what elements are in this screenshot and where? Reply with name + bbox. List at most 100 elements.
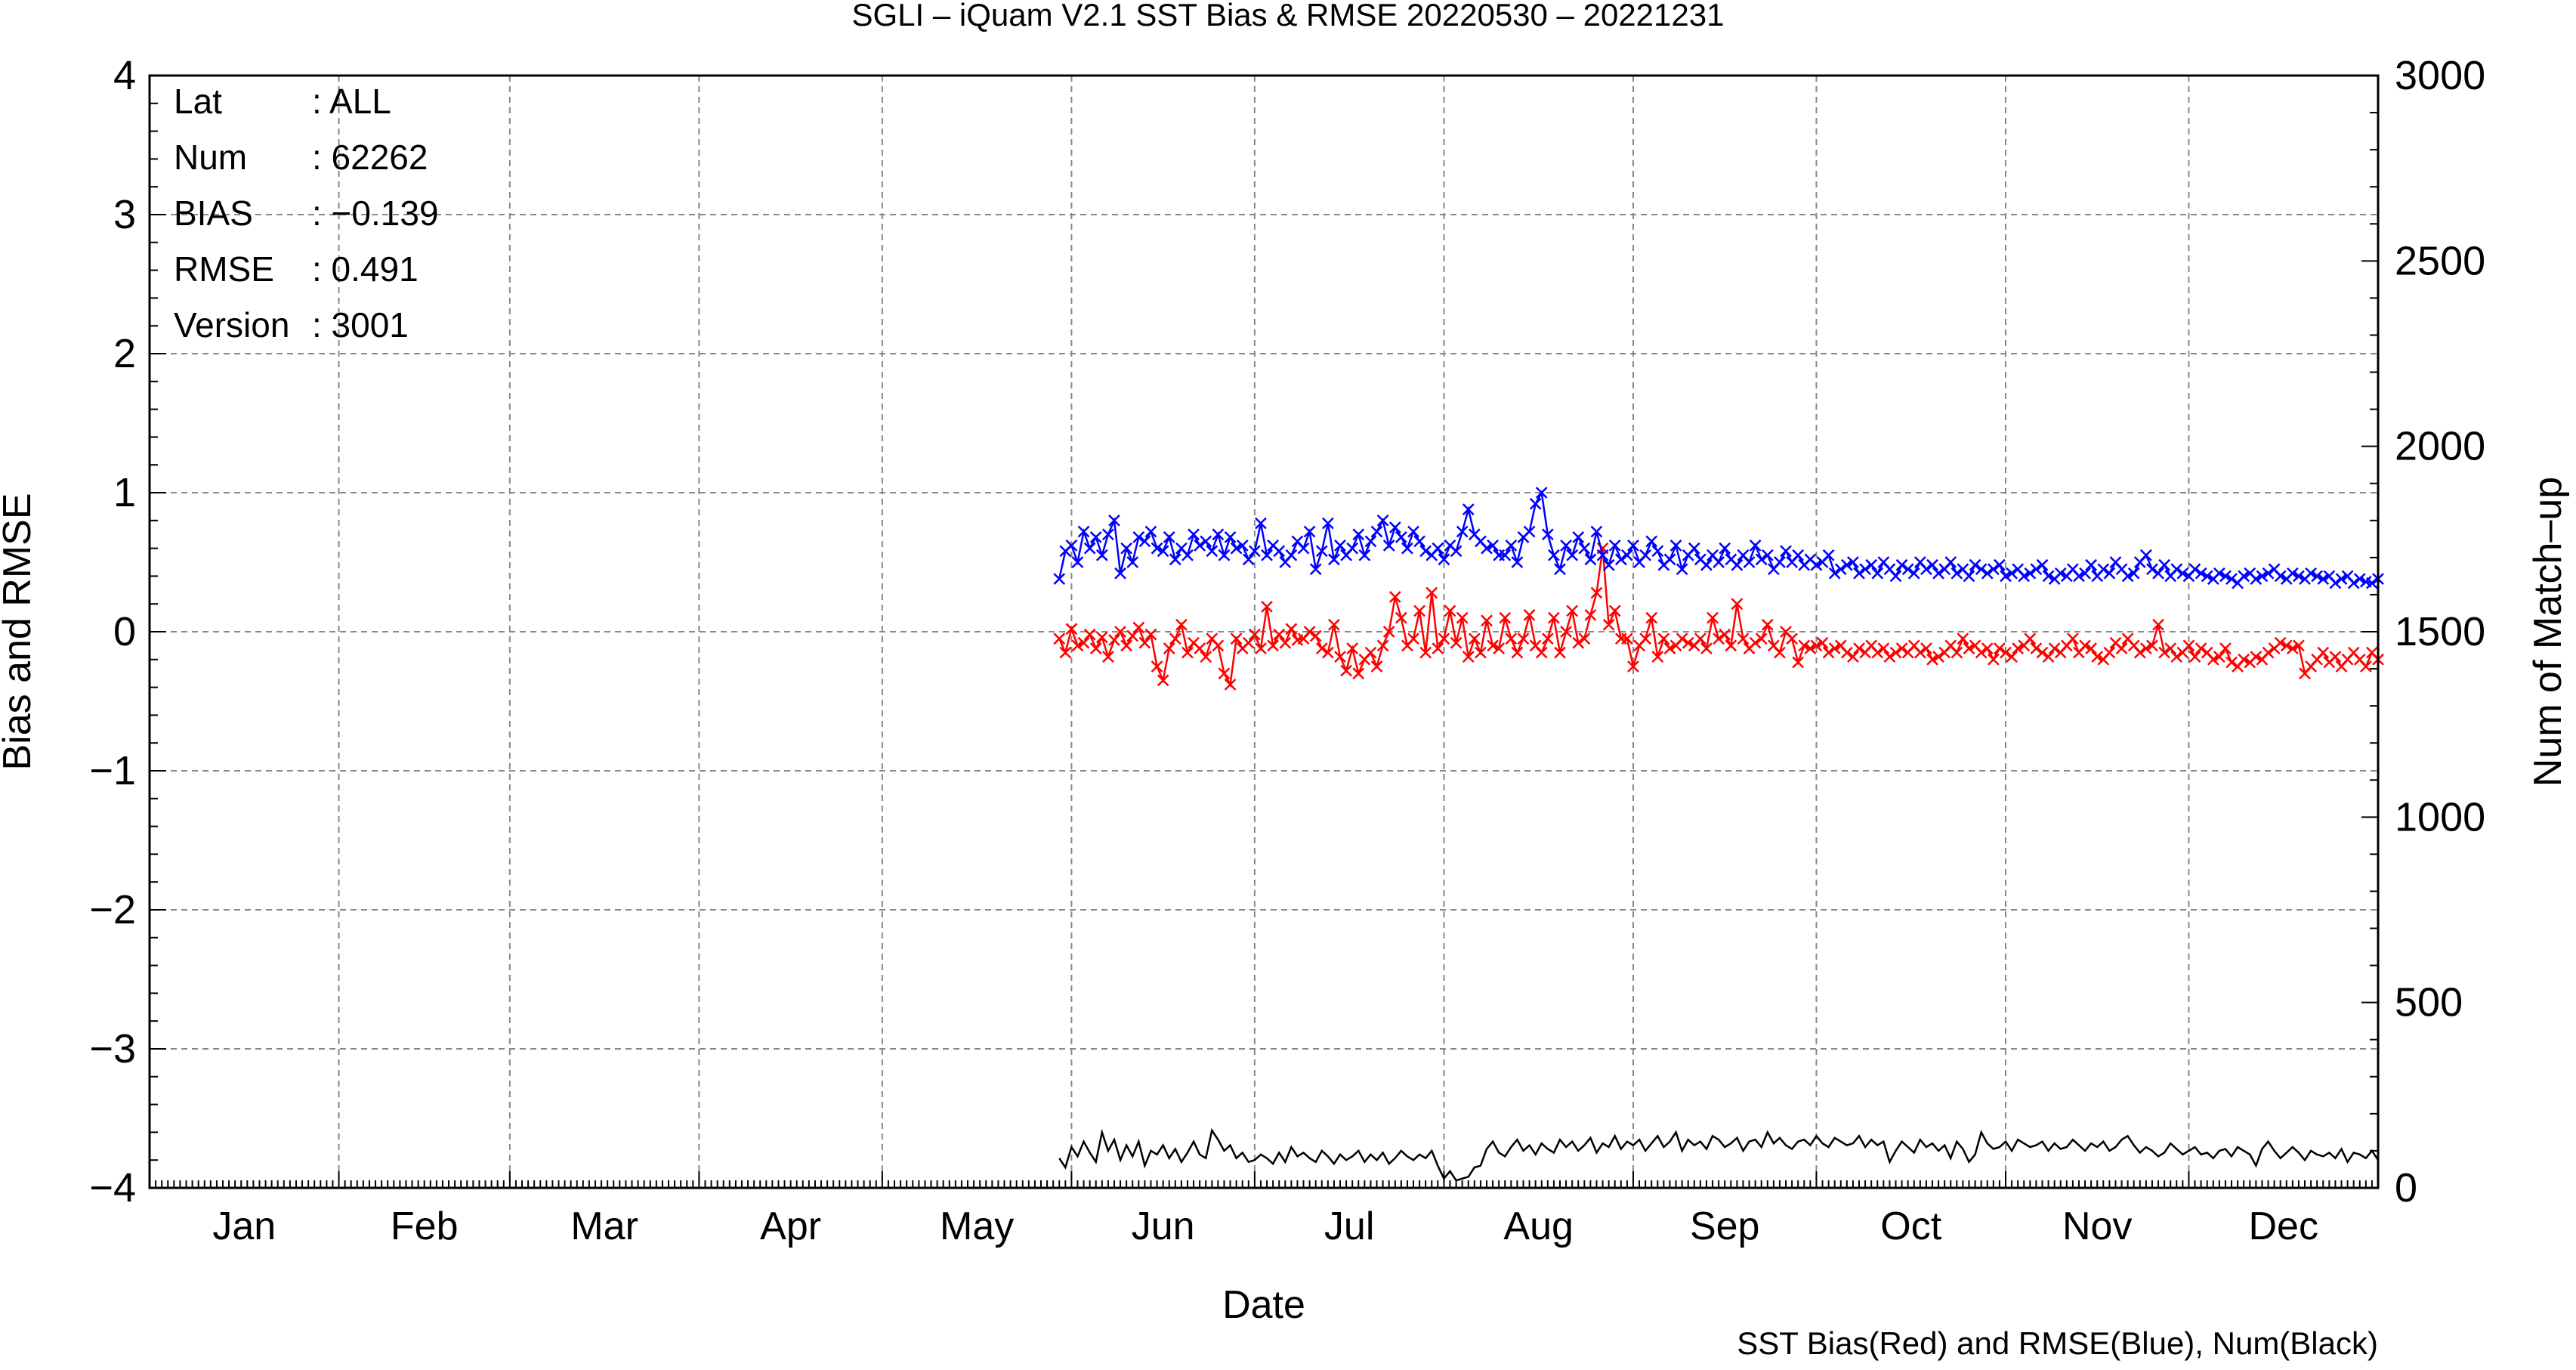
data-point [1895, 558, 1908, 571]
data-point [1554, 646, 1566, 659]
data-point [1321, 517, 1334, 530]
y-tick-label: 3 [113, 192, 136, 237]
y2-tick-label: 2500 [2395, 238, 2485, 283]
data-point [1627, 540, 1639, 552]
data-point [1181, 549, 1194, 561]
data-point [1761, 618, 1774, 631]
info-value: : 3001 [312, 305, 409, 345]
data-point [1309, 629, 1322, 642]
data-point [1358, 549, 1371, 561]
y2-tick-labels: 0 500 1000 1500 2000 2500 3000 [2395, 53, 2485, 1211]
data-point [1242, 553, 1255, 566]
data-point [2133, 646, 2146, 659]
data-point [1388, 521, 1401, 533]
data-point [1560, 540, 1572, 552]
data-point [2195, 642, 2207, 654]
data-point [1163, 530, 1175, 543]
data-point [1602, 618, 1615, 631]
data-point [1462, 503, 1475, 515]
data-point [2213, 567, 2225, 580]
data-point [1828, 567, 1841, 580]
data-point [1822, 549, 1835, 561]
data-point [1669, 540, 1682, 552]
data-point [1755, 632, 1768, 645]
month-label: Apr [760, 1205, 821, 1248]
data-point [1895, 642, 1908, 654]
data-point [1639, 632, 1652, 645]
data-point [1853, 642, 1865, 654]
data-point [1847, 556, 1859, 568]
month-label: Nov [2062, 1205, 2132, 1248]
y-tick-label: 0 [113, 609, 136, 654]
data-point [1975, 646, 1988, 659]
series-line [1058, 1127, 2380, 1182]
data-point [1053, 632, 1066, 645]
data-point [1932, 567, 1944, 580]
data-point [1944, 556, 1957, 568]
data-point [1083, 542, 1096, 555]
y2-axis-label: Num of Match–up [2526, 477, 2570, 787]
data-point [2317, 646, 2330, 659]
data-point [2286, 642, 2299, 654]
data-point [2164, 642, 2177, 654]
data-point [1224, 679, 1237, 691]
data-point [1535, 487, 1548, 499]
data-point [2170, 563, 2183, 576]
data-point [2170, 651, 2183, 663]
data-point [2262, 567, 2275, 580]
data-point [1071, 639, 1084, 652]
data-point [1413, 605, 1425, 617]
data-point [1255, 517, 1267, 530]
data-point [1627, 660, 1639, 673]
data-point [2182, 639, 2195, 652]
data-point [1657, 632, 1670, 645]
data-point [2207, 653, 2219, 666]
data-point [1901, 563, 1914, 576]
data-point [2067, 632, 2079, 645]
data-point [2103, 646, 2116, 659]
data-point [2115, 642, 2128, 654]
data-point [1340, 664, 1352, 677]
data-point [1493, 642, 1506, 654]
series-line [1058, 490, 2379, 585]
data-point [1719, 628, 1731, 641]
month-label: Oct [1880, 1205, 1941, 1248]
data-point [1688, 542, 1700, 555]
data-point [1511, 646, 1524, 659]
data-point [1798, 639, 1811, 652]
data-point [2274, 636, 2287, 649]
data-point [2225, 656, 2238, 669]
data-point [1822, 646, 1835, 659]
data-point [1584, 609, 1597, 621]
data-point [1462, 651, 1475, 663]
data-point [2293, 639, 2305, 652]
data-point [2353, 573, 2366, 585]
data-point [2054, 567, 2067, 580]
data-point [1608, 540, 1621, 552]
data-point [1376, 639, 1389, 652]
data-point [1731, 598, 1744, 611]
data-point [1438, 632, 1450, 645]
data-point [1315, 545, 1328, 558]
series-line [1058, 548, 2379, 688]
data-point [1450, 545, 1463, 558]
info-key: RMSE [174, 249, 274, 289]
data-point [1309, 563, 1322, 576]
data-point [1382, 626, 1395, 638]
data-point [2073, 570, 2085, 583]
data-point [1456, 611, 1469, 624]
data-point [1877, 642, 1890, 654]
data-point [2024, 632, 2037, 645]
data-point [2048, 642, 2061, 654]
data-point [1700, 558, 1713, 571]
data-point [1267, 639, 1280, 652]
data-point [1614, 553, 1627, 566]
data-point [1987, 653, 2000, 666]
data-point [1419, 646, 1432, 659]
data-point [2158, 558, 2171, 571]
data-point [2097, 563, 2110, 576]
data-point [1621, 549, 1633, 561]
data-point [2030, 642, 2043, 654]
data-point [1804, 642, 1817, 654]
data-point [2250, 651, 2262, 663]
